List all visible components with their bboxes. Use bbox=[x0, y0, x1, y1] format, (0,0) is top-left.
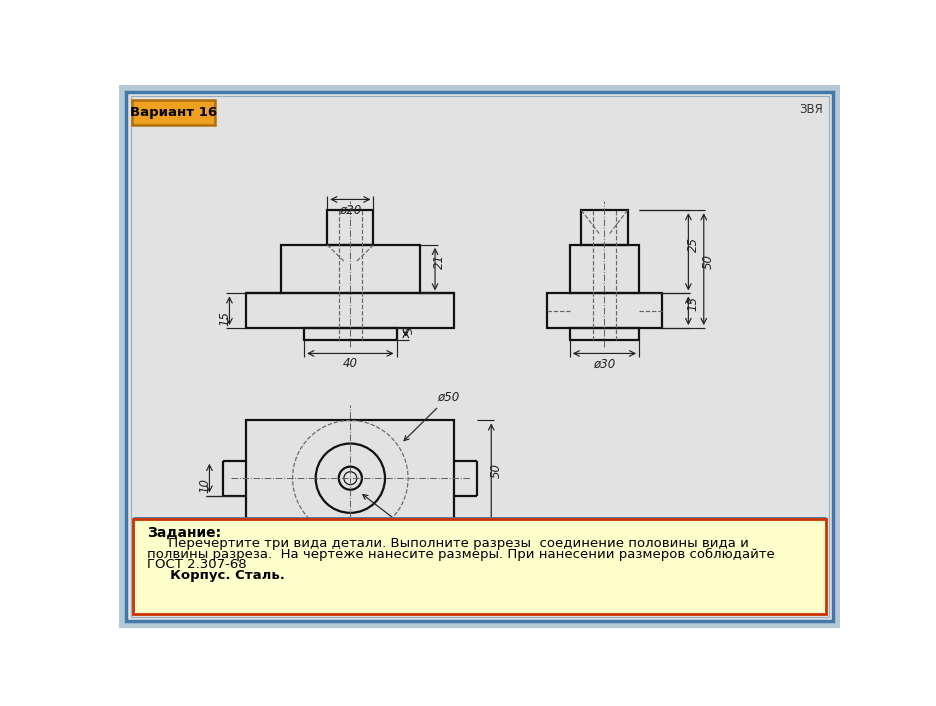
Text: ø10: ø10 bbox=[363, 495, 458, 566]
Text: ø50: ø50 bbox=[404, 390, 460, 441]
FancyBboxPatch shape bbox=[132, 100, 215, 125]
Text: Перечертите три вида детали. Выполните разрезы  соединение половины вида и: Перечертите три вида детали. Выполните р… bbox=[147, 537, 749, 550]
Bar bbox=[304, 328, 397, 340]
Text: 40: 40 bbox=[343, 357, 358, 371]
Text: 50: 50 bbox=[702, 254, 715, 269]
Text: Вариант 16: Вариант 16 bbox=[130, 106, 217, 119]
Bar bbox=[570, 328, 639, 340]
Text: 15: 15 bbox=[218, 311, 231, 325]
Bar bbox=[581, 210, 627, 245]
FancyBboxPatch shape bbox=[133, 519, 826, 614]
Text: 80: 80 bbox=[343, 555, 358, 568]
Text: ГОСТ 2.307-68: ГОСТ 2.307-68 bbox=[147, 558, 247, 571]
FancyBboxPatch shape bbox=[126, 92, 833, 621]
Text: 10: 10 bbox=[198, 478, 212, 493]
Text: 21: 21 bbox=[433, 254, 446, 269]
Bar bbox=[328, 210, 373, 245]
Bar bbox=[281, 245, 419, 294]
Bar bbox=[246, 294, 454, 328]
Bar bbox=[246, 421, 454, 536]
Text: Корпус. Сталь.: Корпус. Сталь. bbox=[147, 569, 285, 582]
Text: ЗВЯ: ЗВЯ bbox=[799, 103, 823, 116]
Text: Задание:: Задание: bbox=[147, 526, 221, 540]
Text: 5: 5 bbox=[403, 326, 417, 334]
Text: ø30: ø30 bbox=[593, 357, 616, 371]
Text: 25: 25 bbox=[686, 237, 699, 252]
Bar bbox=[547, 294, 662, 328]
Text: 50: 50 bbox=[490, 463, 503, 478]
Text: полвины разреза.  На чертеже нанесите размеры. При нанесении размеров соблюдайте: полвины разреза. На чертеже нанесите раз… bbox=[147, 547, 775, 561]
Text: 15: 15 bbox=[686, 296, 699, 311]
Bar bbox=[570, 245, 639, 294]
Text: ø20: ø20 bbox=[339, 204, 361, 217]
Text: 90: 90 bbox=[343, 572, 358, 585]
